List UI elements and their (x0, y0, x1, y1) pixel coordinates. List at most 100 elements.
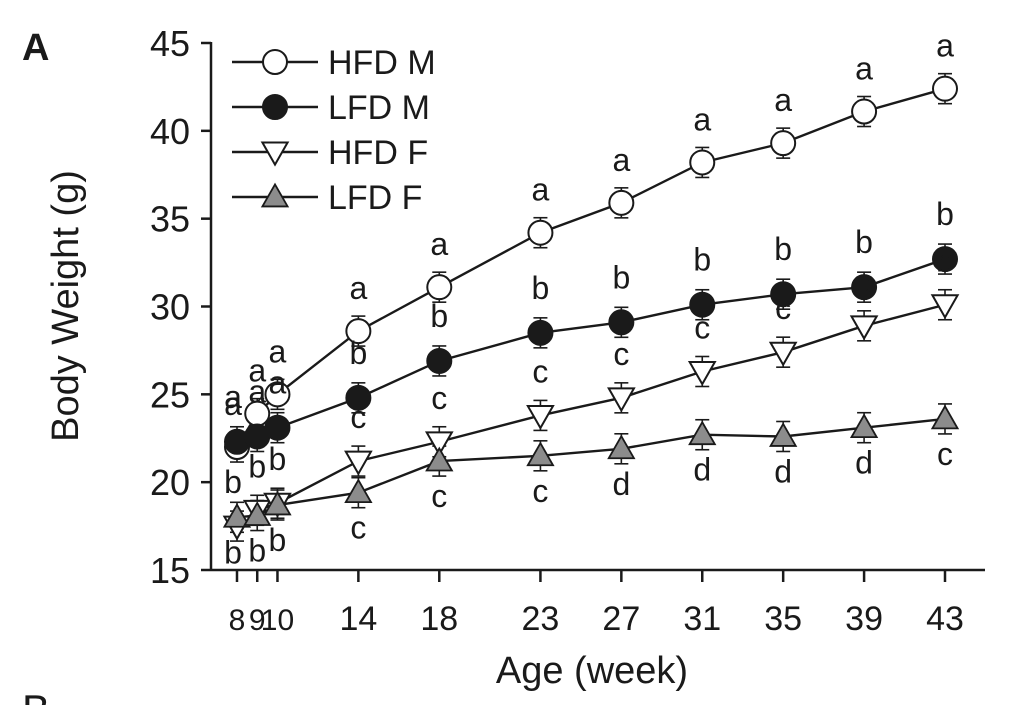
sig-letter: b (936, 243, 954, 279)
sig-letter: d (693, 452, 711, 488)
data-point-2 (527, 319, 554, 346)
data-point-3 (344, 450, 373, 476)
data-point-1 (689, 149, 716, 176)
sig-letter: b (349, 335, 367, 371)
x-tick-label: 27 (602, 600, 640, 638)
sig-letter: b (430, 298, 448, 334)
data-point-2 (689, 291, 716, 318)
sig-letter: c (532, 473, 548, 509)
sig-letter: a (224, 379, 242, 415)
sig-letter: b (774, 231, 792, 267)
sig-letter: a (855, 51, 873, 87)
legend-label: LFD M (328, 89, 430, 127)
sig-letter: b (248, 448, 266, 484)
sig-letter: c (937, 436, 953, 472)
data-point-4 (607, 434, 636, 460)
sig-letter: a (269, 333, 287, 369)
data-point-4 (425, 446, 454, 472)
sig-letter: c (431, 478, 447, 514)
legend: HFD M LFD M HFD F LFD F (232, 44, 436, 217)
data-point-1 (851, 98, 878, 125)
sig-letter: c (613, 336, 629, 372)
markers (222, 75, 960, 541)
data-point-2 (608, 309, 635, 336)
data-point-2 (264, 414, 291, 441)
data-point-4 (243, 501, 272, 526)
sig-letter: b (612, 259, 630, 295)
legend-label: HFD M (328, 44, 436, 82)
data-point-1 (527, 219, 554, 246)
sig-letter: b (936, 196, 954, 232)
data-point-2 (851, 274, 878, 301)
data-point-3 (526, 404, 555, 431)
y-ticks: 15 20 25 30 35 40 45 (150, 23, 211, 591)
data-point-4 (849, 413, 879, 439)
data-point-3 (687, 361, 717, 387)
x-tick-label: 23 (522, 600, 560, 638)
legend-label: LFD F (328, 179, 422, 217)
sig-letter: a (612, 142, 630, 178)
data-point-2 (770, 281, 797, 308)
sig-letter: c (350, 510, 366, 546)
sig-letter: a (774, 82, 792, 118)
sig-letter: b (855, 224, 873, 260)
data-point-3 (849, 315, 879, 341)
series-line-2 (236, 257, 946, 443)
sig-letter: c (775, 290, 791, 326)
y-tick-label: 25 (150, 374, 190, 415)
cut-panel-label: B (22, 686, 50, 705)
sig-letter: d (612, 466, 630, 502)
data-point-4 (222, 502, 252, 528)
y-tick-label: 40 (150, 111, 190, 152)
sig-letter: c (431, 380, 447, 416)
sig-letter: a (693, 101, 711, 137)
sig-letter: a (936, 28, 954, 64)
sig-letter: a (224, 386, 242, 422)
sig-letter: b (224, 534, 242, 570)
sig-letter: b (248, 533, 266, 569)
data-point-4 (344, 478, 373, 504)
data-point-1 (345, 318, 372, 345)
sig-letter: a (248, 373, 266, 409)
sig-letter: b (269, 441, 287, 477)
y-tick-label: 35 (150, 199, 190, 240)
legend-marker (260, 182, 290, 208)
data-point-1 (932, 75, 958, 102)
panel-label: A (22, 27, 49, 69)
y-axis-label: Body Weight (g) (45, 170, 87, 442)
x-tick-label: 8 (229, 604, 246, 637)
y-tick-label: 30 (150, 287, 190, 328)
data-point-1 (770, 130, 797, 157)
x-tick-label: 31 (683, 600, 721, 638)
data-point-1 (608, 189, 635, 216)
legend-label: HFD F (328, 134, 428, 172)
sig-letter: c (694, 309, 710, 345)
data-point-4 (688, 420, 717, 446)
data-point-4 (930, 404, 960, 430)
sig-letter: d (855, 445, 873, 481)
y-tick-label: 20 (150, 462, 190, 503)
sig-letter: c (856, 264, 872, 300)
data-point-2 (932, 246, 958, 273)
sig-letter: c (350, 399, 366, 435)
data-point-1 (426, 274, 453, 301)
data-point-3 (424, 431, 454, 457)
legend-marker (260, 141, 290, 167)
sig-letter: a (430, 226, 448, 262)
sig-letter: d (774, 453, 792, 489)
x-tick-label: 43 (926, 600, 964, 638)
data-point-4 (769, 422, 798, 447)
data-point-2 (426, 347, 453, 374)
legend-marker (262, 49, 288, 75)
y-tick-label: 45 (150, 23, 190, 64)
data-point-2 (345, 384, 372, 411)
data-point-3 (930, 294, 960, 320)
sig-letter: b (693, 242, 711, 278)
sig-letter: a (248, 353, 266, 389)
sig-letter: b (532, 270, 550, 306)
x-tick-label: 18 (420, 600, 458, 638)
x-tick-label: 14 (339, 600, 377, 638)
x-ticks: 8 910 14 18 23 27 31 35 39 43 (229, 570, 964, 638)
